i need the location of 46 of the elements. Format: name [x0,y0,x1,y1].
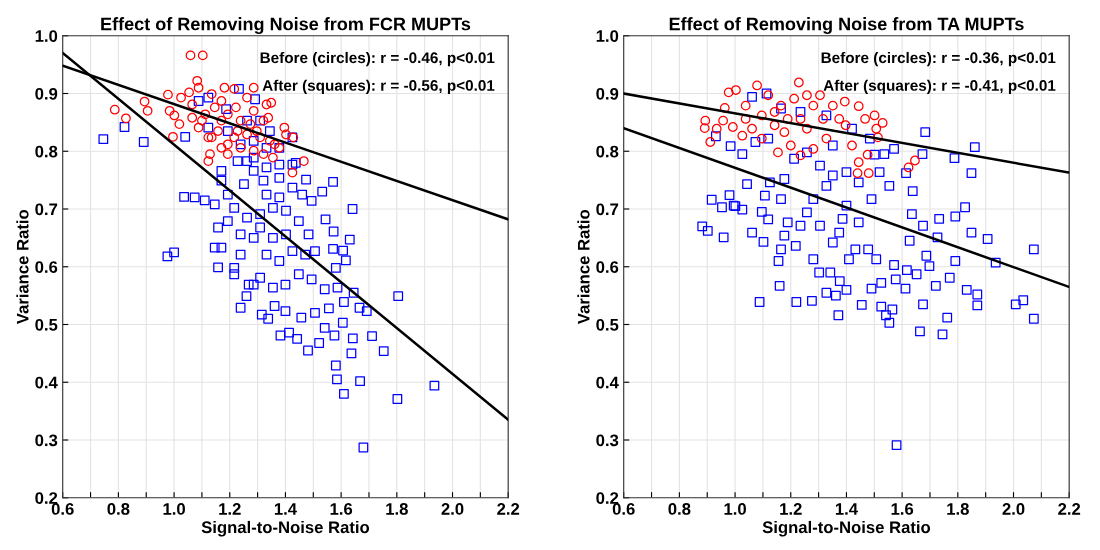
y-tick-label: 0.8 [596,145,619,158]
x-tick-label: 1.0 [724,503,746,515]
y-tick-label: 0.6 [596,261,619,273]
x-tick-label: 0.8 [107,503,130,515]
x-tick-label: 0.6 [51,503,74,515]
x-tick-label: 1.8 [386,503,408,515]
chart-title: Effect of Removing Noise from TA MUPTs [669,17,1024,35]
x-tick-label: 2.0 [1002,503,1025,515]
y-axis-title: Variance Ratio [577,209,590,325]
x-tick-label: 1.6 [330,503,353,515]
x-tick-label: 0.6 [612,503,635,515]
y-tick-label: 1.0 [35,30,58,42]
x-tick-label: 1.2 [219,503,241,515]
y-tick-label: 1.0 [596,30,619,42]
y-tick-label: 0.6 [35,261,58,273]
y-tick-label: 0.3 [596,434,619,447]
y-tick-label: 0.4 [596,376,619,389]
annotation: After (squares): r = -0.41, p<0.01 [823,79,1056,94]
x-tick-label: 2.2 [497,503,520,515]
y-axis-title: Variance Ratio [16,209,29,325]
x-tick-label: 1.2 [780,503,802,515]
x-tick-label: 1.6 [891,503,914,515]
y-tick-label: 0.9 [35,87,58,100]
x-axis-title: Signal-to-Noise Ratio [201,520,370,537]
x-tick-label: 1.8 [947,503,969,515]
y-tick-label: 0.4 [35,376,58,389]
y-tick-label: 0.5 [35,318,58,331]
annotation: Before (circles): r = -0.36, p<0.01 [821,51,1056,67]
y-tick-label: 0.5 [596,318,619,331]
x-tick-label: 0.8 [668,503,691,515]
y-tick-label: 0.2 [35,492,58,504]
y-tick-label: 0.3 [35,434,58,447]
y-tick-label: 0.2 [596,492,619,504]
y-tick-label: 0.7 [35,203,58,216]
x-tick-label: 1.4 [835,503,858,515]
x-tick-label: 2.0 [441,503,464,515]
y-tick-label: 0.7 [596,203,619,216]
annotation: Before (circles): r = -0.46, p<0.01 [260,51,495,67]
y-tick-label: 0.8 [35,145,58,158]
annotation: After (squares): r = -0.56, p<0.01 [262,79,495,94]
x-axis-title: Signal-to-Noise Ratio [762,520,931,537]
x-tick-label: 2.2 [1058,503,1081,515]
chart-title: Effect of Removing Noise from FCR MUPTs [101,17,471,35]
x-tick-label: 1.0 [163,503,185,515]
y-tick-label: 0.9 [596,87,619,100]
x-tick-label: 1.4 [274,503,297,515]
